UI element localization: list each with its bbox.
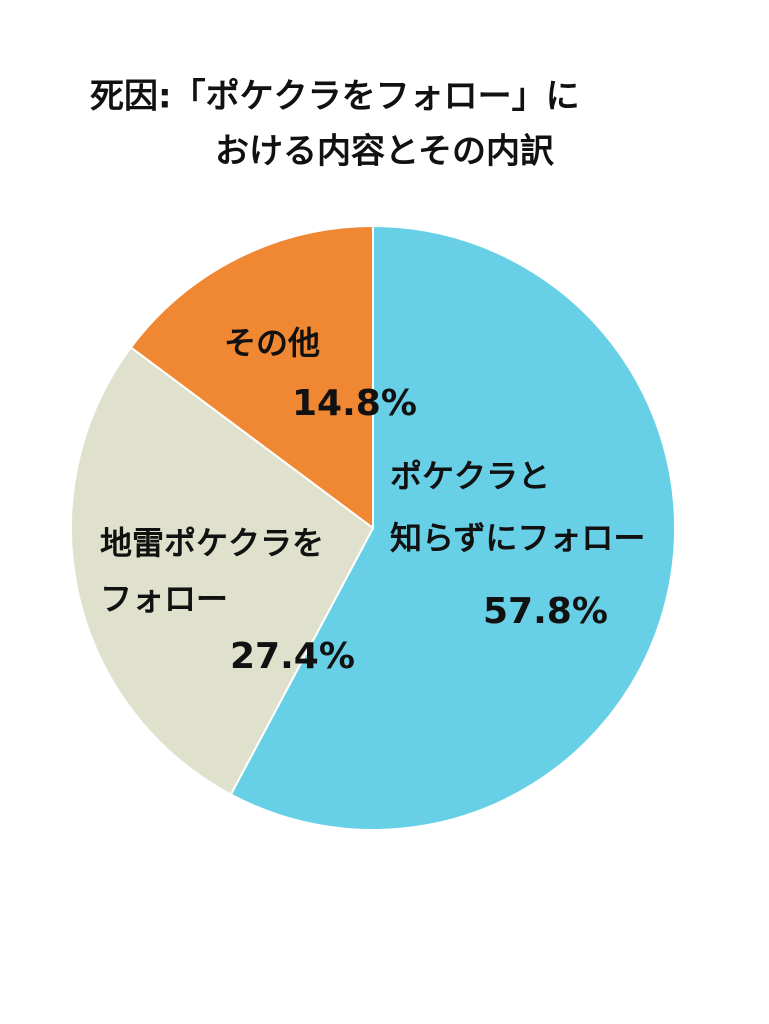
chart-title: 死因:「ポケクラをフォロー」に — [90, 77, 580, 117]
slice-label: その他 — [224, 324, 320, 362]
value-label: 57.8% — [483, 591, 608, 632]
chart-title: おける内容とその内訳 — [215, 132, 555, 172]
value-label: 27.4% — [230, 636, 355, 677]
pie-slice — [129, 224, 374, 530]
slice-label: 地雷ポケクラを — [100, 524, 324, 562]
slice-label: ポケクラと — [390, 457, 550, 495]
slice-label: フォロー — [100, 580, 228, 618]
pie-slice — [70, 346, 375, 796]
value-label: 14.8% — [292, 383, 417, 424]
pie-slice — [229, 224, 676, 831]
slice-label: 知らずにフォロー — [390, 519, 645, 557]
